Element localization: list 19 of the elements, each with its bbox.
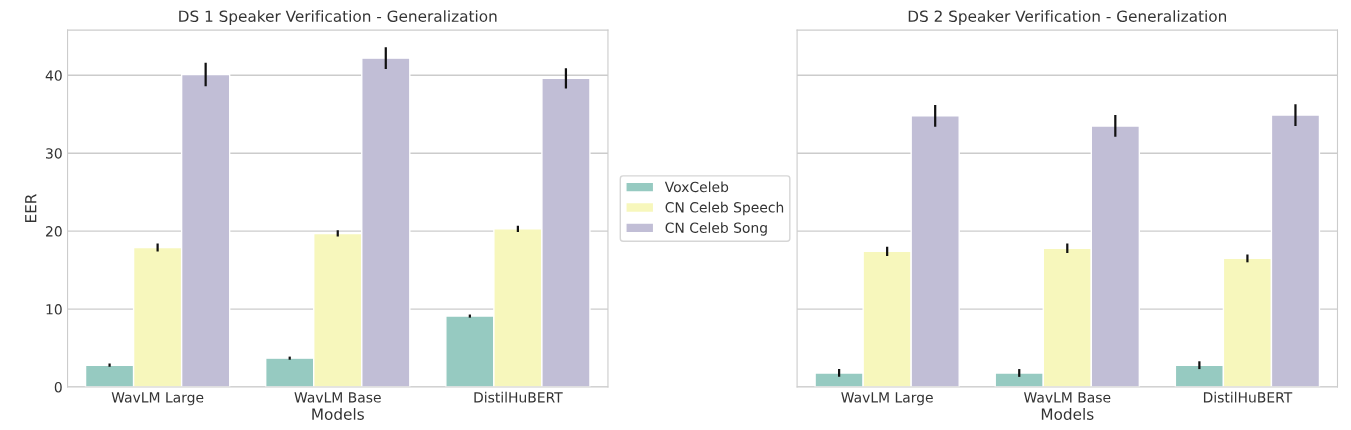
legend-label: CN Celeb Speech: [665, 201, 784, 216]
x-tick-label: WavLM Base: [1023, 392, 1111, 403]
y-tick-label: 0: [54, 381, 62, 393]
x-tick-label: WavLM Large: [111, 392, 204, 406]
y-axis-title: EER: [25, 194, 37, 223]
x-tick-label: WavLM Large: [841, 392, 933, 406]
chart-title: DS 2 Speaker Verification - Generalization: [908, 10, 1227, 25]
y-tick-label: 30: [46, 148, 62, 159]
x-axis-title: Models: [1041, 408, 1094, 420]
x-tick-label: DistilHuBERT: [1203, 391, 1293, 403]
y-tick-label: 40: [45, 70, 62, 81]
chart-title: DS 1 Speaker Verification - Generalization: [179, 10, 497, 25]
x-tick-label: DistilHuBERT: [474, 391, 563, 403]
y-tick-label: 20: [46, 226, 62, 237]
legend-label: CN Celeb Song: [665, 222, 767, 236]
legend-label: VoxCeleb: [664, 181, 729, 193]
x-axis-title: Models: [312, 408, 364, 420]
x-tick-label: WavLM Base: [294, 392, 381, 403]
y-tick-label: 10: [46, 304, 62, 315]
